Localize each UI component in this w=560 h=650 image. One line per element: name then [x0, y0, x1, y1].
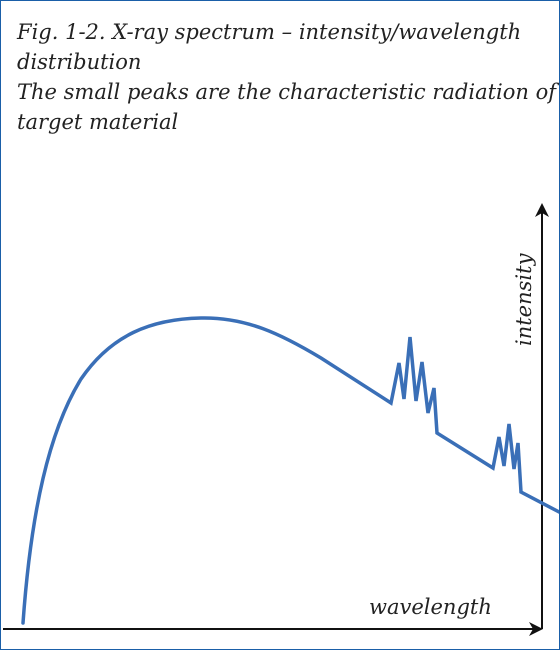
caption-line-1: Fig. 1-2. X-ray spectrum – intensity/wav… [17, 20, 522, 44]
caption-line-2: distribution [17, 50, 142, 74]
caption-line-4: target material [17, 110, 179, 134]
x-axis-label: wavelength [369, 595, 492, 619]
y-axis-label: intensity [512, 252, 536, 346]
spectrum-curve [21, 316, 559, 625]
caption-line-3: The small peaks are the characteristic r… [17, 80, 560, 104]
figure-caption: Fig. 1-2. X-ray spectrum – intensity/wav… [17, 17, 560, 137]
